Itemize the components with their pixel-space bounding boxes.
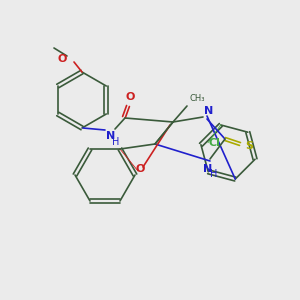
Text: H: H [210,169,218,179]
Text: N: N [106,131,115,141]
Text: CH₃: CH₃ [190,94,206,103]
Text: O: O [135,164,145,174]
Text: O: O [125,92,135,102]
Text: Cl: Cl [209,138,221,148]
Text: N: N [203,164,213,174]
Text: O: O [57,54,67,64]
Text: S: S [245,141,253,151]
Text: H: H [112,137,119,147]
Text: N: N [204,106,213,116]
